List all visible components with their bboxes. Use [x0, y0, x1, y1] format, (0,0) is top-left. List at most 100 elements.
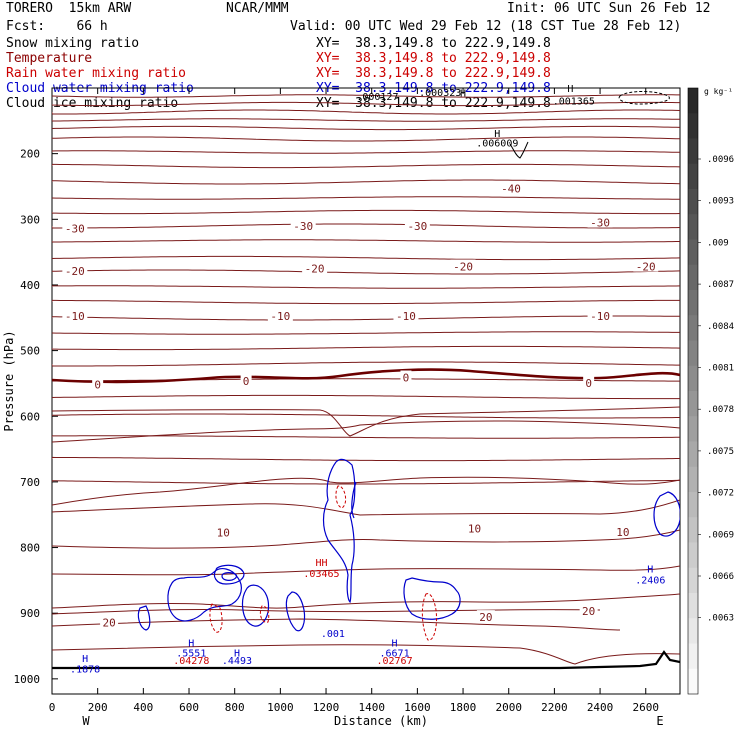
temperature-contour — [52, 476, 680, 506]
y-tick-label: 1000 — [14, 673, 41, 686]
temperature-contour — [52, 163, 680, 169]
extremum-label: .02767 — [376, 656, 412, 667]
contour-label-bg — [290, 218, 316, 231]
x-axis-label: Distance (km) — [334, 714, 428, 728]
temperature-contour-label: -30 — [407, 220, 427, 233]
extremum-label: .001365 — [553, 96, 595, 107]
contour-label-bg — [450, 259, 476, 272]
y-tick-label: 600 — [20, 410, 40, 423]
colorbar-swatch — [688, 593, 698, 619]
x-tick-label: 1200 — [313, 701, 340, 714]
temperature-contour-label: -10 — [590, 310, 610, 323]
temperature-contour — [52, 101, 680, 107]
temperature-contour — [52, 315, 680, 321]
temperature-contour — [52, 413, 680, 419]
colorbar-unit: g kg⁻¹ — [704, 87, 733, 96]
valid-time: Valid: 00 UTC Wed 29 Feb 12 (18 CST Tue … — [290, 19, 682, 34]
y-tick-label: 800 — [20, 542, 40, 555]
extremum-label: H — [567, 84, 573, 95]
colorbar-tick-label: .009 — [707, 238, 729, 248]
extremum-label: .000323 — [419, 88, 461, 99]
colorbar-swatch — [688, 542, 698, 569]
west-label: W — [82, 714, 90, 728]
temperature-contour — [52, 456, 680, 462]
colorbar-swatch — [688, 668, 698, 695]
contour-label-bg — [476, 610, 495, 623]
field-cross-section-coords: XY= 38.3,149.8 to 222.9,149.8 — [316, 96, 551, 111]
x-tick-label: 1000 — [267, 701, 294, 714]
temperature-contour — [52, 136, 680, 142]
model-name: TORERO 15km ARW — [6, 1, 132, 16]
x-tick-label: 800 — [225, 701, 245, 714]
cloud-water-contour — [221, 572, 238, 581]
field-cross-section-coords: XY= 38.3,149.8 to 222.9,149.8 — [316, 66, 551, 81]
colorbar-swatch — [688, 391, 698, 417]
contour-label-bg — [62, 221, 88, 234]
temperature-contour — [52, 406, 680, 437]
field-cross-section-coords: XY= 38.3,149.8 to 222.9,149.8 — [316, 36, 551, 51]
temperature-contour-label: -20 — [453, 261, 473, 274]
x-tick-label: 2600 — [632, 701, 659, 714]
contour-label-bg — [92, 377, 104, 390]
temperature-contour — [52, 420, 680, 443]
extremum-label: H — [494, 129, 500, 140]
y-axis-label: Pressure (hPa) — [2, 330, 16, 431]
extremum-label: .000127 — [356, 92, 398, 103]
contour-label-bg — [62, 264, 88, 277]
rain-water-contour — [209, 603, 223, 633]
cloud-water-contour — [653, 491, 680, 537]
cloud-water-contour — [137, 605, 151, 631]
temperature-contour-label: 20 — [582, 605, 595, 618]
colorbar-swatch — [688, 643, 698, 670]
colorbar-frame — [687, 87, 699, 695]
colorbar-swatch — [688, 264, 698, 291]
temperature-contour — [52, 499, 680, 516]
colorbar-tick-label: .0069 — [707, 530, 734, 540]
rain-water-contour — [259, 605, 270, 623]
extremum-label: .1878 — [70, 664, 100, 675]
temperature-contour — [52, 565, 680, 576]
terrain-line — [52, 650, 680, 670]
cloud-water-contour — [322, 458, 356, 604]
temperature-contour — [52, 150, 680, 154]
contour-label-bg — [579, 604, 598, 617]
temperature-contour — [52, 593, 680, 609]
contour-label-bg — [498, 181, 524, 194]
field-name: Snow mixing ratio — [6, 36, 140, 51]
temperature-contour-label: 20 — [479, 611, 492, 624]
temperature-contour-label: -30 — [590, 217, 610, 230]
colorbar-swatch — [688, 189, 698, 215]
extremum-label: .006009 — [476, 138, 518, 149]
temperature-contour — [52, 269, 680, 275]
extremum-label: .04278 — [173, 656, 209, 667]
colorbar-swatch — [688, 466, 698, 493]
y-tick-label: 400 — [20, 279, 40, 292]
temperature-contour — [52, 125, 680, 131]
colorbar-tick-label: .0063 — [707, 614, 734, 624]
temperature-contour — [52, 644, 680, 665]
temperature-contour-label: -20 — [65, 265, 85, 278]
contour-label-bg — [62, 308, 88, 321]
extremum-label: H — [460, 89, 466, 100]
contour-label-bg — [587, 215, 613, 228]
x-tick-label: 0 — [49, 701, 56, 714]
colorbar-swatch — [688, 315, 698, 341]
temperature-contour-label: -10 — [396, 310, 416, 323]
extremum-label: .5551 — [176, 649, 206, 660]
y-tick-label: 300 — [20, 213, 40, 226]
zero-isotherm — [52, 368, 680, 384]
temperature-contour-label: -40 — [501, 182, 521, 195]
colorbar-swatch — [688, 365, 698, 392]
field-name: Cloud water mixing ratio — [6, 81, 194, 96]
extremum-label: .001 — [321, 629, 345, 640]
temperature-contour-label: -20 — [305, 263, 325, 276]
contour-label-bg — [240, 373, 252, 386]
init-time: Init: 06 UTC Sun 26 Feb 12 — [507, 1, 711, 16]
colorbar-swatch — [688, 113, 698, 139]
contour-label-bg — [302, 261, 328, 274]
temperature-contour — [52, 179, 680, 185]
contour-label-bg — [267, 308, 293, 321]
temperature-contour — [52, 118, 680, 122]
temperature-contour-label: 10 — [616, 526, 629, 539]
